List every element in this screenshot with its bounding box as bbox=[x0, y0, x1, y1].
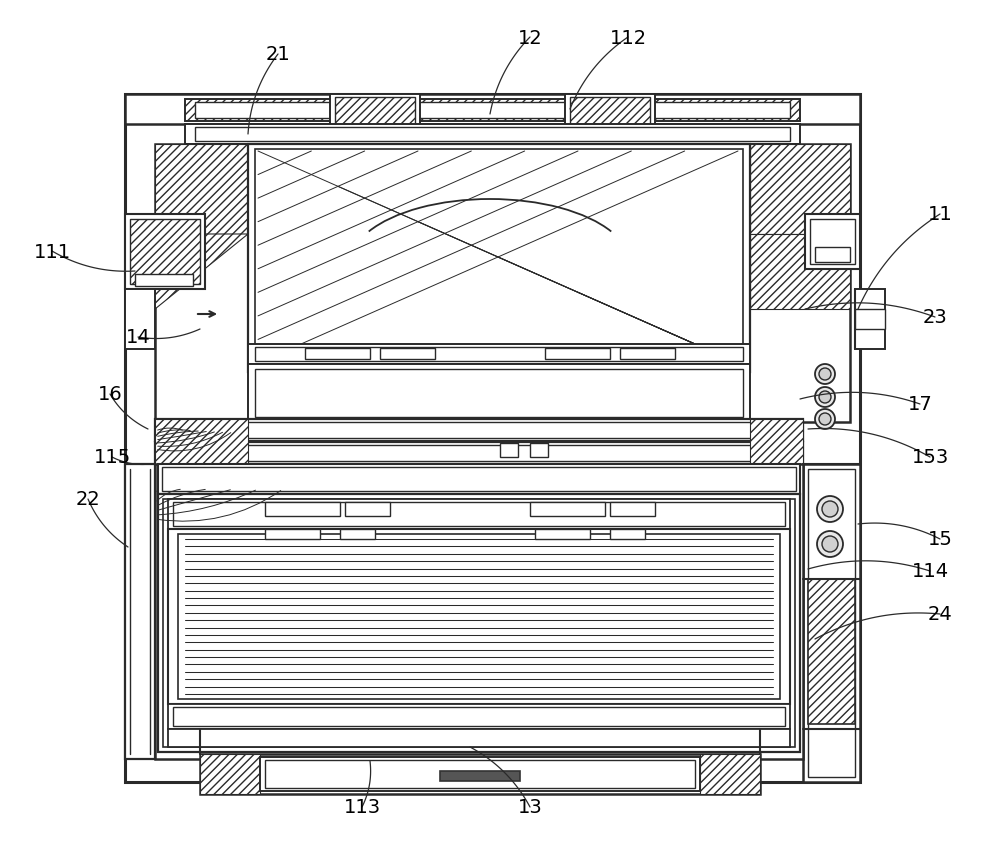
Bar bbox=[125, 464, 155, 759]
Polygon shape bbox=[750, 419, 803, 464]
Bar bbox=[340, 529, 375, 539]
Circle shape bbox=[822, 537, 838, 552]
Polygon shape bbox=[155, 145, 248, 235]
Bar bbox=[570, 98, 650, 136]
Bar bbox=[535, 529, 590, 539]
Polygon shape bbox=[700, 754, 760, 794]
Text: 114: 114 bbox=[911, 562, 949, 581]
Bar bbox=[808, 579, 855, 724]
Bar bbox=[248, 365, 750, 423]
Text: 115: 115 bbox=[93, 448, 131, 467]
Bar bbox=[345, 502, 390, 517]
Bar bbox=[173, 502, 785, 527]
Circle shape bbox=[815, 387, 835, 408]
Bar bbox=[620, 349, 675, 360]
Bar bbox=[125, 95, 860, 782]
Bar bbox=[803, 464, 860, 782]
Bar bbox=[565, 95, 655, 140]
Circle shape bbox=[819, 414, 831, 425]
Circle shape bbox=[822, 501, 838, 517]
Bar bbox=[610, 529, 645, 539]
Text: 113: 113 bbox=[343, 798, 381, 816]
Bar bbox=[168, 704, 790, 729]
Text: 15: 15 bbox=[928, 530, 952, 549]
Bar bbox=[168, 500, 790, 529]
Text: 13: 13 bbox=[518, 798, 542, 816]
Bar bbox=[158, 495, 800, 752]
Circle shape bbox=[819, 392, 831, 403]
Polygon shape bbox=[155, 235, 248, 310]
Text: 153: 153 bbox=[911, 448, 949, 467]
Polygon shape bbox=[200, 754, 260, 794]
Bar bbox=[335, 98, 415, 136]
Bar bbox=[155, 442, 803, 464]
Bar bbox=[195, 127, 790, 142]
Bar bbox=[130, 219, 200, 284]
Bar bbox=[185, 100, 800, 122]
Bar bbox=[163, 500, 795, 747]
Bar bbox=[810, 219, 855, 265]
Text: 22: 22 bbox=[76, 490, 100, 509]
Polygon shape bbox=[750, 145, 850, 235]
Bar bbox=[135, 274, 193, 287]
Bar bbox=[855, 289, 885, 349]
Bar bbox=[168, 529, 790, 704]
Bar bbox=[248, 344, 750, 365]
Bar bbox=[815, 247, 850, 262]
Polygon shape bbox=[750, 235, 850, 310]
Bar bbox=[255, 348, 743, 361]
Bar bbox=[545, 349, 610, 360]
Bar bbox=[185, 125, 800, 145]
Text: 16: 16 bbox=[98, 385, 122, 404]
Bar bbox=[500, 443, 518, 457]
Bar bbox=[255, 370, 743, 418]
Bar bbox=[855, 310, 885, 330]
Bar bbox=[162, 468, 796, 491]
Bar bbox=[168, 729, 790, 747]
Bar bbox=[125, 289, 155, 349]
Text: 12: 12 bbox=[518, 29, 542, 47]
Bar bbox=[173, 707, 785, 726]
Text: 112: 112 bbox=[609, 29, 647, 47]
Bar bbox=[160, 446, 798, 462]
Bar bbox=[330, 95, 420, 140]
Bar bbox=[440, 771, 520, 781]
Circle shape bbox=[817, 496, 843, 522]
Text: 21: 21 bbox=[266, 46, 290, 64]
Bar bbox=[155, 419, 803, 441]
Bar bbox=[200, 754, 760, 794]
Bar bbox=[255, 150, 743, 368]
Bar bbox=[530, 502, 605, 517]
Text: 17: 17 bbox=[908, 395, 932, 414]
Circle shape bbox=[819, 369, 831, 381]
Bar bbox=[158, 464, 800, 495]
Bar bbox=[178, 534, 780, 699]
Bar bbox=[195, 103, 790, 119]
Bar bbox=[265, 760, 695, 788]
Bar bbox=[155, 145, 850, 423]
Text: 111: 111 bbox=[33, 242, 71, 261]
Circle shape bbox=[815, 409, 835, 430]
Bar bbox=[305, 349, 370, 360]
Text: 23: 23 bbox=[923, 308, 947, 327]
Text: 14: 14 bbox=[126, 328, 150, 347]
Bar bbox=[265, 529, 320, 539]
Bar bbox=[530, 443, 548, 457]
Bar bbox=[265, 502, 340, 517]
Bar bbox=[808, 469, 855, 777]
Bar bbox=[125, 95, 860, 125]
Bar bbox=[125, 214, 205, 289]
Bar bbox=[155, 464, 803, 759]
Bar bbox=[380, 349, 435, 360]
Text: 11: 11 bbox=[928, 205, 952, 225]
Bar bbox=[610, 502, 655, 517]
Bar bbox=[805, 214, 860, 270]
Circle shape bbox=[817, 532, 843, 557]
Circle shape bbox=[815, 365, 835, 385]
Bar bbox=[160, 423, 798, 439]
Polygon shape bbox=[155, 419, 248, 464]
Bar bbox=[248, 145, 750, 372]
Text: 24: 24 bbox=[928, 605, 952, 624]
Bar bbox=[260, 757, 700, 791]
